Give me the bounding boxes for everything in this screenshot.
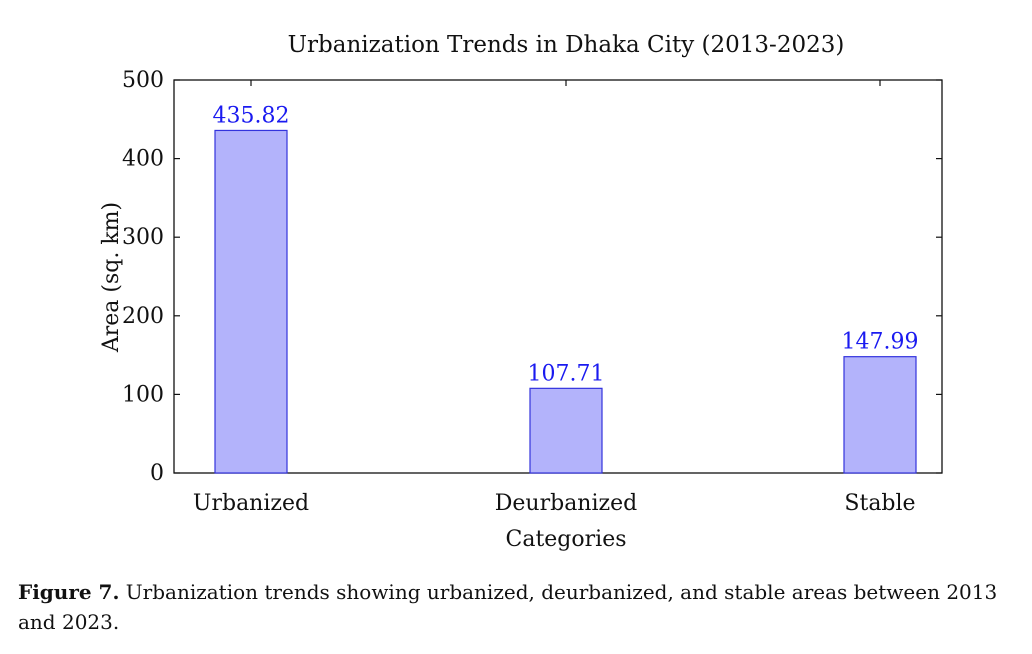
y-tick-label: 400 — [122, 147, 164, 172]
bar-urbanized — [214, 129, 288, 474]
x-axis-label: Categories — [506, 527, 627, 552]
y-tick-label: 0 — [150, 461, 164, 486]
y-tick-label: 100 — [122, 382, 164, 407]
y-tick-label: 200 — [122, 304, 164, 329]
y-axis: 0 100 200 300 400 500 — [122, 68, 942, 486]
x-tick-label: Deurbanized — [495, 491, 637, 516]
y-tick-label: 300 — [122, 225, 164, 250]
bar-chart: Urbanization Trends in Dhaka City (2013-… — [99, 32, 943, 552]
bar-deurbanized — [529, 387, 603, 474]
bar-value-label: 147.99 — [842, 330, 919, 355]
figure-caption-text: Urbanization trends showing urbanized, d… — [18, 580, 998, 634]
x-axis: Urbanized Deurbanized Stable — [193, 80, 916, 516]
chart-title: Urbanization Trends in Dhaka City (2013-… — [288, 32, 845, 58]
figure-caption: Figure 7. Urbanization trends showing ur… — [18, 577, 1018, 637]
x-tick-label: Stable — [844, 491, 915, 516]
x-tick-label: Urbanized — [193, 491, 309, 516]
bar-value-label: 435.82 — [213, 103, 290, 128]
figure-caption-label: Figure 7. — [18, 580, 120, 604]
y-axis-label: Area (sq. km) — [99, 202, 124, 353]
bars-group: 435.82 107.71 147.99 — [213, 103, 919, 474]
bar-value-label: 107.71 — [528, 361, 605, 386]
bar-stable — [843, 356, 917, 474]
y-tick-label: 500 — [122, 68, 164, 93]
